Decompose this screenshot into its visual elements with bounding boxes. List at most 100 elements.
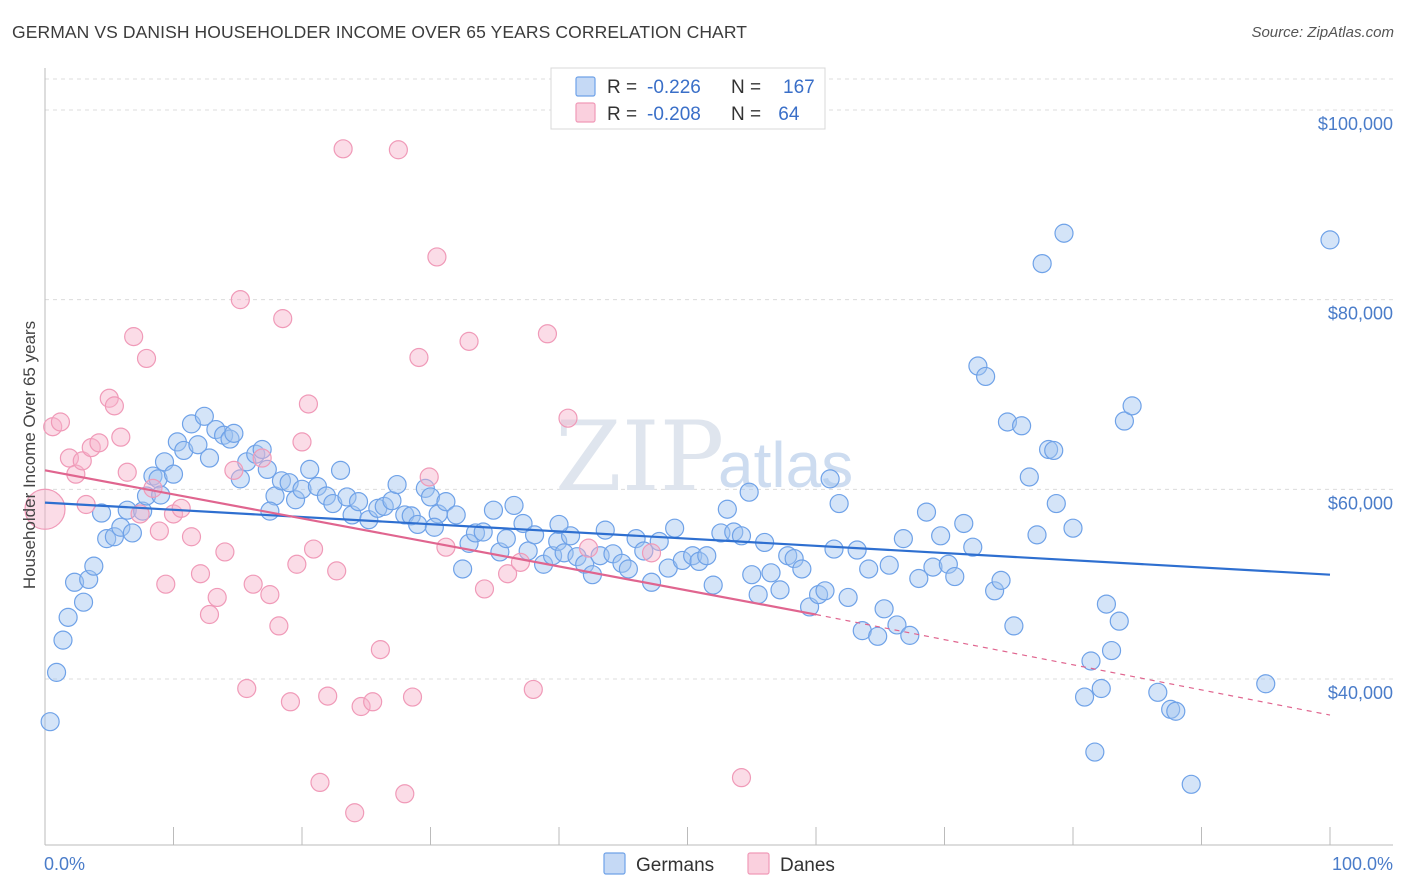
danes-point <box>363 692 383 712</box>
danes-point <box>318 686 338 706</box>
germans-point <box>473 522 493 542</box>
germans-points <box>40 223 1340 794</box>
germans-point <box>991 570 1011 590</box>
germans-point <box>465 523 486 543</box>
germans-point <box>824 539 844 559</box>
danes-point <box>578 538 599 558</box>
germans-point <box>761 563 781 583</box>
germans-point <box>1109 611 1129 631</box>
germans-point <box>53 630 73 650</box>
danes-point <box>24 488 66 530</box>
germans-point <box>64 572 85 592</box>
germans-point <box>900 625 920 645</box>
germans-point <box>916 502 937 522</box>
germans-point <box>554 543 574 563</box>
germans-point <box>893 529 913 549</box>
germans-point <box>73 592 94 612</box>
germans-point <box>348 492 369 512</box>
danes-point <box>419 467 439 487</box>
danes-point <box>388 140 408 160</box>
germans-point <box>820 469 840 489</box>
germans-point <box>323 493 343 514</box>
legend-r-value-germans: -0.226 <box>647 77 701 98</box>
danes-point <box>310 772 330 793</box>
germans-point <box>84 556 104 576</box>
germans-point <box>513 513 533 534</box>
germans-point <box>985 581 1005 601</box>
germans-point <box>292 479 312 499</box>
germans-point <box>1027 525 1047 545</box>
germans-point <box>887 615 907 635</box>
germans-point <box>446 505 466 525</box>
germans-point <box>122 523 142 543</box>
bottom-legend-swatch-germans <box>603 852 626 875</box>
germans-point <box>382 491 402 511</box>
danes-point <box>402 687 423 707</box>
germans-point <box>194 406 214 426</box>
germans-point <box>731 526 752 546</box>
chart-source: Source: ZipAtlas.com <box>1251 24 1394 41</box>
danes-point <box>459 331 479 351</box>
danes-point <box>260 585 280 605</box>
legend-swatch-danes <box>575 102 596 123</box>
danes-point <box>243 574 263 594</box>
chart-title: GERMAN VS DANISH HOUSEHOLDER INCOME OVER… <box>12 22 748 42</box>
germans-point <box>879 555 899 575</box>
y-axis-title: Householder Income Over 65 years <box>20 321 39 589</box>
danes-point <box>370 640 390 660</box>
danes-point <box>111 427 131 447</box>
danes-point <box>287 554 307 574</box>
germans-point <box>1122 396 1142 416</box>
danes-point <box>498 564 518 584</box>
watermark-atlas: atlas <box>718 429 853 501</box>
germans-point <box>58 607 78 627</box>
danes-point <box>130 504 150 524</box>
germans-point <box>285 490 306 510</box>
germans-point <box>1320 230 1340 250</box>
germans-point <box>46 662 67 682</box>
germans-point <box>838 587 858 608</box>
germans-point <box>271 471 292 491</box>
legend-r-value-danes: -0.208 <box>647 104 701 125</box>
danes-point <box>327 561 347 581</box>
danes-point <box>89 433 109 453</box>
y-tick-label: $40,000 <box>1328 683 1393 703</box>
germans-point <box>1085 742 1105 762</box>
germans-point <box>938 554 958 574</box>
germans-point <box>136 486 157 506</box>
germans-point <box>665 518 685 538</box>
germans-point <box>931 526 951 546</box>
germans-point <box>968 356 988 376</box>
danes-point <box>351 696 371 717</box>
germans-point <box>997 412 1018 432</box>
bottom-legend: Germans Danes <box>603 852 835 876</box>
germans-point <box>1046 493 1066 514</box>
danes-trend-extension <box>815 613 1331 716</box>
germans-point <box>815 581 835 601</box>
germans-point <box>792 559 812 579</box>
germans-point <box>697 546 717 566</box>
danes-point <box>395 784 415 804</box>
danes-point <box>224 460 244 480</box>
danes-point <box>72 451 92 471</box>
danes-point <box>303 539 324 559</box>
danes-point <box>199 604 220 625</box>
legend-n-label-germans: N = <box>731 77 761 98</box>
y-tick-label: $100,000 <box>1318 114 1393 134</box>
legend-n-value-germans: 167 <box>783 77 815 98</box>
germans-point <box>111 517 131 537</box>
danes-point <box>273 309 293 329</box>
germans-point <box>387 474 407 495</box>
germans-point <box>1044 440 1064 461</box>
danes-point <box>280 692 301 712</box>
germans-point <box>1148 682 1168 702</box>
legend-box <box>550 67 826 130</box>
danes-point <box>427 247 447 267</box>
germans-point <box>945 566 965 587</box>
germans-point <box>634 541 654 561</box>
danes-point <box>252 448 272 468</box>
y-tick-label: $60,000 <box>1328 493 1393 513</box>
germans-point <box>1101 640 1122 661</box>
danes-point <box>298 394 319 414</box>
danes-point <box>474 579 495 599</box>
